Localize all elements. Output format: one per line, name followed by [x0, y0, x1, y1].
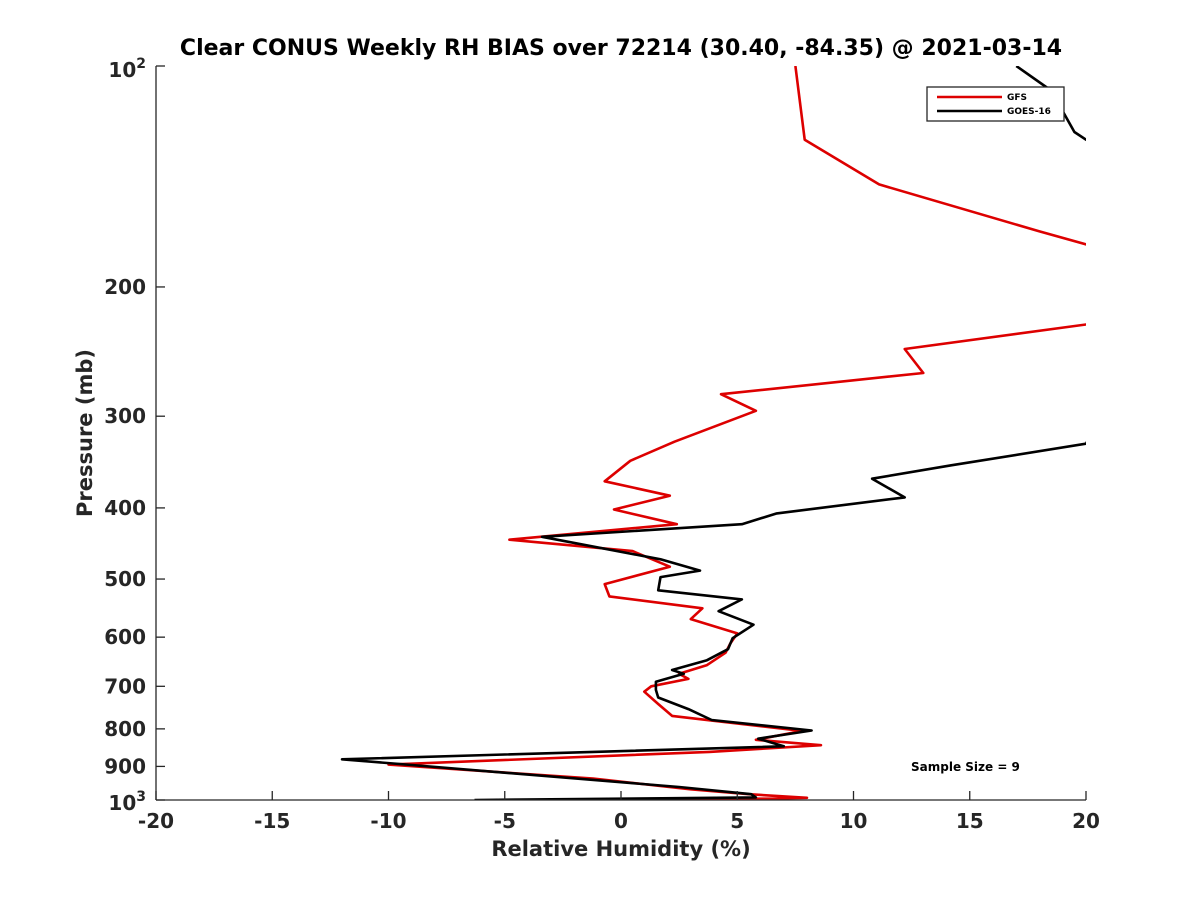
- y-tick-label: 300: [104, 404, 146, 428]
- y-ticks: 200 300 400 500 600 700 800 900: [104, 65, 165, 801]
- series-line-goes16: [340, 66, 1086, 800]
- x-tick-label: 10: [840, 809, 868, 833]
- y-tick-label: 500: [104, 567, 146, 591]
- x-tick-label: 20: [1072, 809, 1100, 833]
- y-tick-label: 800: [104, 717, 146, 741]
- y-end-label-bottom: 103: [108, 789, 146, 815]
- svg-text:102: 102: [108, 56, 146, 82]
- svg-text:103: 103: [108, 789, 146, 815]
- x-tick-label: -5: [494, 809, 516, 833]
- y-axis-label: Pressure (mb): [73, 349, 97, 517]
- chart-title: Clear CONUS Weekly RH BIAS over 72214 (3…: [180, 36, 1062, 61]
- y-tick-label: 700: [104, 674, 146, 698]
- series-layer: [340, 66, 1086, 800]
- y-tick-label: 900: [104, 754, 146, 778]
- legend: GFS GOES-16: [926, 86, 1065, 122]
- y-end-top-base: 10: [108, 58, 136, 82]
- x-tick-label: 0: [614, 809, 628, 833]
- y-tick-label: 200: [104, 275, 146, 299]
- y-end-top-exp: 2: [136, 56, 146, 72]
- legend-box: [926, 86, 1065, 122]
- x-tick-label: 15: [956, 809, 984, 833]
- x-axis-label: Relative Humidity (%): [491, 837, 750, 861]
- series-line-gfs: [387, 66, 1086, 800]
- x-tick-label: -10: [370, 809, 406, 833]
- x-tick-label: -15: [254, 809, 290, 833]
- sample-size-annotation: Sample Size = 9: [911, 760, 1020, 774]
- y-end-bottom-exp: 3: [136, 789, 146, 805]
- y-end-bottom-base: 10: [108, 791, 136, 815]
- x-tick-label: 5: [730, 809, 744, 833]
- x-ticks: -20 -15 -10 -5 0 5 10 15 20: [138, 791, 1100, 833]
- y-tick-label: 600: [104, 625, 146, 649]
- y-tick-label: 400: [104, 496, 146, 520]
- legend-label-gfs: GFS: [1007, 93, 1027, 103]
- y-end-label-top: 102: [108, 56, 146, 82]
- x-tick-label: -20: [138, 809, 174, 833]
- legend-label-goes16: GOES-16: [1007, 107, 1051, 117]
- axes: [155, 66, 1086, 801]
